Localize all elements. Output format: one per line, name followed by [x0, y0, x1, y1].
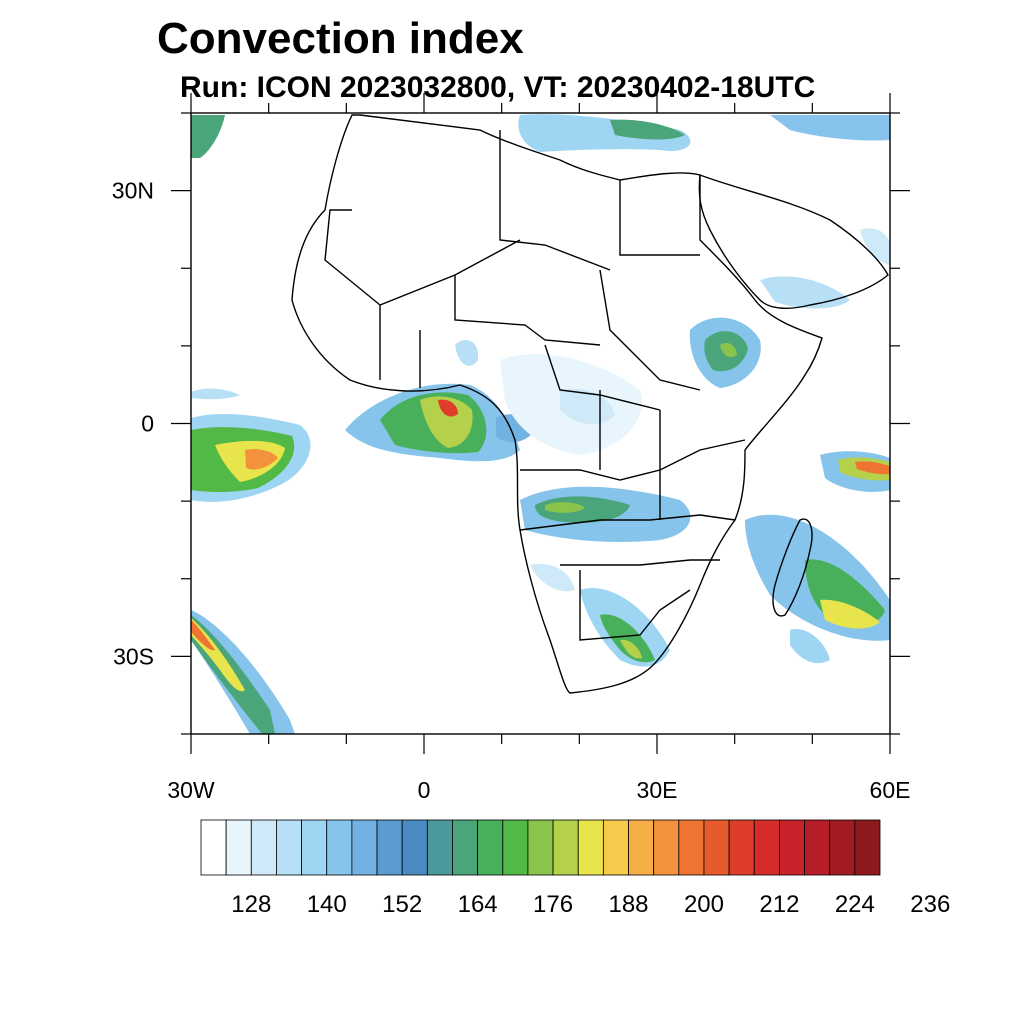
map-title: Convection index [157, 14, 524, 63]
axis-ticks: 30N 0 30S 30W 0 30E 60E [112, 93, 911, 803]
colorbar-swatch [225, 819, 252, 876]
colorbar-swatch [250, 819, 277, 876]
colorbar-swatch [653, 819, 680, 876]
colorbar-swatch [628, 819, 655, 876]
colorbar-swatch [552, 819, 579, 876]
shade-guinea-hot [420, 396, 473, 448]
lat-tick-label: 30N [112, 178, 154, 204]
colorbar-swatch [779, 819, 805, 876]
colorbar-label: 164 [458, 891, 498, 918]
colorbar-swatch [829, 819, 856, 876]
colorbar: 128 140 152 164 176 188 200 212 224 236 [200, 819, 950, 918]
colorbar-swatch [577, 819, 604, 876]
convection-shading [191, 114, 890, 734]
coastlines [291, 114, 889, 694]
colorbar-swatch [351, 819, 378, 876]
colorbar-swatch [200, 819, 227, 876]
shade-mediterranean [518, 114, 691, 152]
colorbar-label: 140 [307, 891, 347, 918]
lat-tick-label: 0 [141, 411, 154, 437]
colorbar-swatch [678, 819, 705, 876]
colorbar-label: 212 [759, 891, 799, 918]
colorbar-swatch [276, 819, 302, 876]
shade-guinea-max [438, 399, 458, 417]
colorbar-swatch [477, 819, 504, 876]
colorbar-swatch [602, 819, 629, 876]
colorbar-swatch [703, 819, 730, 876]
colorbar-label: 188 [608, 891, 648, 918]
map-subtitle: Run: ICON 2023032800, VT: 20230402-18UTC [180, 71, 816, 104]
colorbar-label: 224 [835, 891, 875, 918]
lon-tick-label: 30W [167, 777, 215, 803]
colorbar-swatch [728, 819, 755, 876]
colorbar-swatch [502, 819, 529, 876]
colorbar-swatch [376, 819, 403, 876]
colorbar-swatch [527, 819, 554, 876]
colorbar-label: 236 [910, 891, 950, 918]
colorbar-swatch [854, 819, 881, 876]
colorbar-swatch [426, 819, 453, 876]
lon-tick-label: 60E [870, 777, 911, 803]
colorbar-swatch [326, 819, 353, 876]
africa-coastline [291, 114, 823, 694]
shade-eq-atlantic-max [245, 449, 278, 470]
colorbar-label: 200 [684, 891, 724, 918]
colorbar-swatch [804, 819, 831, 876]
colorbar-swatch [401, 819, 428, 876]
arabia [698, 174, 889, 309]
colorbar-label: 128 [231, 891, 271, 918]
lat-tick-label: 30S [113, 643, 154, 669]
colorbar-swatch [753, 819, 780, 876]
colorbar-swatch [452, 819, 479, 876]
lon-tick-label: 0 [418, 777, 431, 803]
colorbar-label: 152 [382, 891, 422, 918]
colorbar-swatch [301, 819, 328, 876]
colorbar-label: 176 [533, 891, 573, 918]
madagascar [772, 518, 813, 617]
lon-tick-label: 30E [637, 777, 678, 803]
